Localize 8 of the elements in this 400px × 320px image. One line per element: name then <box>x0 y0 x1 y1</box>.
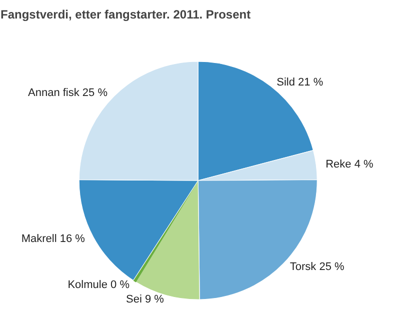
slice-label: Makrell 16 % <box>21 233 86 246</box>
chart-title: Fangstverdi, etter fangstarter. 2011. Prosent <box>0 8 251 22</box>
slice-label: Annan fisk 25 % <box>28 86 108 99</box>
slice-label: Sild 21 % <box>276 76 324 89</box>
slice-label: Torsk 25 % <box>290 261 345 274</box>
slice-label: Sei 9 % <box>126 294 164 306</box>
slice-label: Kolmule 0 % <box>68 279 130 292</box>
slice-label: Reke 4 % <box>326 158 374 170</box>
